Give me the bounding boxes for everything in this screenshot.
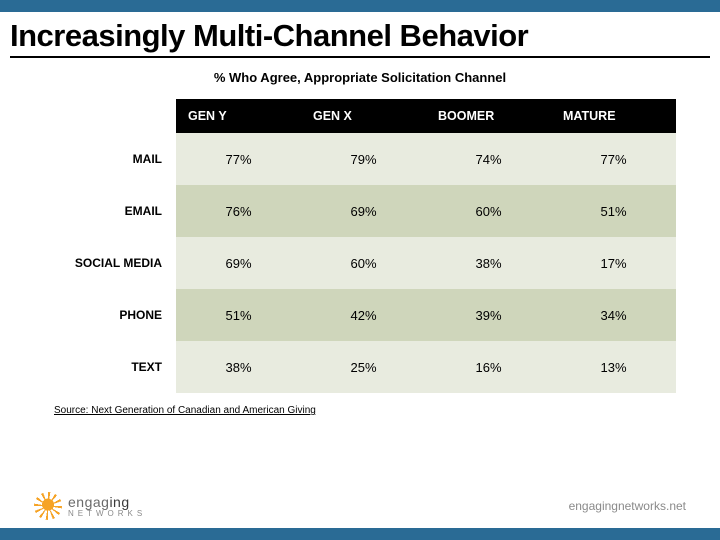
row-label-phone: PHONE xyxy=(44,289,176,341)
title-underline xyxy=(10,56,710,58)
cell: 39% xyxy=(426,289,551,341)
cell: 79% xyxy=(301,133,426,185)
col-boomer: BOOMER xyxy=(426,99,551,133)
cell: 17% xyxy=(551,237,676,289)
page-title: Increasingly Multi-Channel Behavior xyxy=(0,12,720,56)
col-mature: MATURE xyxy=(551,99,676,133)
table-header-row: GEN Y GEN X BOOMER MATURE xyxy=(44,99,676,133)
table-header-blank xyxy=(44,99,176,133)
table-row: SOCIAL MEDIA 69% 60% 38% 17% xyxy=(44,237,676,289)
data-table-wrap: GEN Y GEN X BOOMER MATURE MAIL 77% 79% 7… xyxy=(44,99,676,393)
brand-part-a: engag xyxy=(68,494,109,510)
brand-text: engaging NETWORKS xyxy=(68,495,146,518)
cell: 69% xyxy=(176,237,301,289)
cell: 16% xyxy=(426,341,551,393)
col-gen-x: GEN X xyxy=(301,99,426,133)
brand-part-b: ing xyxy=(109,494,129,510)
sunburst-icon xyxy=(34,492,62,520)
source-citation: Source: Next Generation of Canadian and … xyxy=(54,405,720,416)
cell: 74% xyxy=(426,133,551,185)
cell: 25% xyxy=(301,341,426,393)
cell: 60% xyxy=(301,237,426,289)
table-row: PHONE 51% 42% 39% 34% xyxy=(44,289,676,341)
table-row: EMAIL 76% 69% 60% 51% xyxy=(44,185,676,237)
row-label-mail: MAIL xyxy=(44,133,176,185)
cell: 13% xyxy=(551,341,676,393)
cell: 51% xyxy=(176,289,301,341)
brand-line1: engaging xyxy=(68,495,146,509)
cell: 51% xyxy=(551,185,676,237)
data-table: GEN Y GEN X BOOMER MATURE MAIL 77% 79% 7… xyxy=(44,99,676,393)
cell: 77% xyxy=(551,133,676,185)
cell: 69% xyxy=(301,185,426,237)
subtitle: % Who Agree, Appropriate Solicitation Ch… xyxy=(0,70,720,85)
brand-line2: NETWORKS xyxy=(68,510,146,518)
cell: 60% xyxy=(426,185,551,237)
table-row: MAIL 77% 79% 74% 77% xyxy=(44,133,676,185)
cell: 34% xyxy=(551,289,676,341)
col-gen-y: GEN Y xyxy=(176,99,301,133)
footer-url: engagingnetworks.net xyxy=(569,499,686,513)
cell: 77% xyxy=(176,133,301,185)
slide: Increasingly Multi-Channel Behavior % Wh… xyxy=(0,12,720,528)
row-label-email: EMAIL xyxy=(44,185,176,237)
brand-logo: engaging NETWORKS xyxy=(34,492,146,520)
footer: engaging NETWORKS engagingnetworks.net xyxy=(0,484,720,528)
cell: 38% xyxy=(426,237,551,289)
row-label-social: SOCIAL MEDIA xyxy=(44,237,176,289)
cell: 42% xyxy=(301,289,426,341)
table-row: TEXT 38% 25% 16% 13% xyxy=(44,341,676,393)
cell: 76% xyxy=(176,185,301,237)
row-label-text: TEXT xyxy=(44,341,176,393)
cell: 38% xyxy=(176,341,301,393)
